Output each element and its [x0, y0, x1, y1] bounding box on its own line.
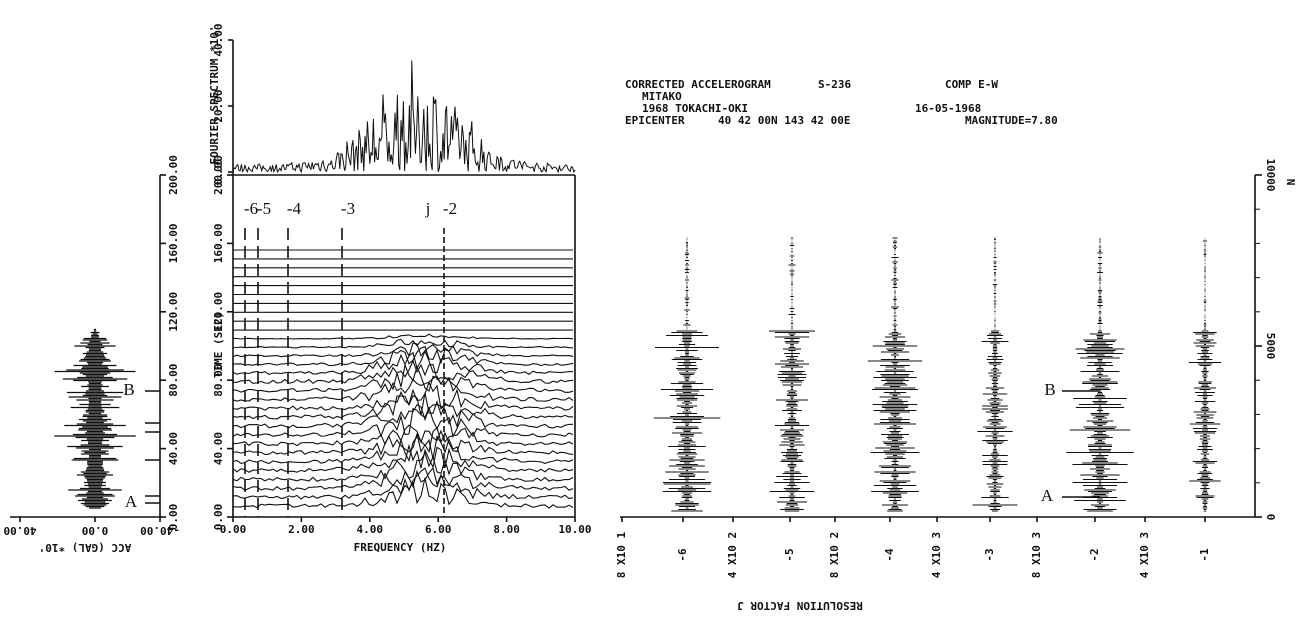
wavelet-component	[972, 237, 1018, 512]
spectrum-tick-label: 40.00	[212, 23, 225, 56]
coords: 40 42 00N 143 42 00E	[718, 114, 850, 127]
running-spectrum	[232, 362, 574, 393]
resolution-tick-label: -2	[1088, 548, 1101, 561]
acc-tick-label: 0.00	[82, 524, 109, 537]
freq-marker-label: -5	[257, 199, 271, 218]
wavelet-component	[867, 237, 923, 512]
freq-marker-label: j	[425, 199, 431, 218]
marker-lines	[145, 390, 160, 504]
n-tick-label: 5000	[1264, 333, 1277, 360]
running-spectrum	[232, 333, 574, 340]
freq-marker-label: -6	[244, 199, 258, 218]
freq-marker-label: -2	[443, 199, 457, 218]
time-tick-label: 120.00	[212, 292, 225, 332]
time-tick-label: 200.00	[212, 155, 225, 195]
resolution-tick-label: -5	[783, 548, 796, 561]
time-tick-label: 160.00	[212, 224, 225, 264]
resolution-tick-label: -4	[883, 548, 896, 562]
running-spectrum	[232, 342, 574, 358]
time-tick-label: 40.00	[212, 432, 225, 465]
accelerogram	[54, 328, 136, 509]
wavelet-component	[653, 237, 721, 512]
resolution-tick-label: -6	[676, 548, 689, 562]
time-tick-label: 40.00	[167, 432, 180, 465]
marker-lines	[1062, 390, 1100, 498]
resolution-tick-label: -1	[1198, 548, 1211, 562]
marker-label: A	[1041, 486, 1054, 505]
date: 16-05-1968	[915, 102, 981, 115]
running-spectrum	[232, 406, 574, 439]
freq-tick-label: 8.00	[493, 523, 520, 536]
time-tick-label: 120.00	[167, 292, 180, 332]
magnitude: MAGNITUDE=7.80	[965, 114, 1058, 127]
time-axis-label: TIME (SEC)	[212, 312, 225, 378]
n-tick-label: 0	[1264, 514, 1277, 521]
running-spectrum	[232, 466, 574, 491]
resolution-tick-label: -3	[983, 548, 996, 561]
running-spectrum	[232, 477, 574, 509]
running-spectrum	[232, 443, 574, 473]
running-spectrum	[232, 467, 574, 500]
wavelet-component	[1188, 237, 1222, 512]
freq-tick-label: 6.00	[425, 523, 452, 536]
time-tick-label: 80.00	[167, 364, 180, 397]
resolution-tick-label: 8 X10 3	[1030, 532, 1043, 578]
running-spectrum	[232, 338, 574, 349]
spectrum-tick-label: 20.00	[212, 89, 225, 122]
acc-axis-label: ACC (GAL) *10'	[39, 541, 132, 554]
running-spectrum	[232, 426, 574, 456]
marker-label: B	[1044, 380, 1055, 399]
running-spectrum	[232, 403, 574, 429]
wavelet-component	[769, 237, 815, 512]
running-spectrum	[232, 380, 574, 411]
acc-tick-label: 40.00	[3, 524, 36, 537]
freq-marker-label: -4	[287, 199, 302, 218]
freq-tick-label: 4.00	[357, 523, 384, 536]
resolution-tick-label: 8 X10 2	[828, 532, 841, 578]
time-tick-label: 80.00	[212, 364, 225, 397]
event: 1968 TOKACHI-OKI	[642, 102, 748, 115]
time-tick-label: 0.00	[212, 504, 225, 531]
freq-axis-label: FREQUENCY (HZ)	[354, 541, 447, 554]
resolution-axis-label: RESOLUTION FACTOR J	[737, 599, 863, 612]
station: MITAKO	[642, 90, 682, 103]
running-spectrum	[232, 345, 574, 367]
freq-tick-label: 2.00	[288, 523, 315, 536]
resolution-tick-label: 4 X10 3	[1138, 532, 1151, 578]
marker-label: B	[123, 380, 134, 399]
time-tick-label: 200.00	[167, 155, 180, 195]
time-tick-label: 160.00	[167, 224, 180, 264]
running-spectrum	[232, 349, 574, 376]
time-tick-label: 0.00	[167, 504, 180, 531]
spectrum-tick-label: 0.00	[212, 159, 225, 186]
n-axis-label: N	[1284, 179, 1297, 186]
resolution-tick-label: 8 X10 1	[615, 531, 628, 578]
header: CORRECTED ACCELEROGRAM S-236 COMP E-W MI…	[625, 78, 1058, 127]
title: CORRECTED ACCELEROGRAM	[625, 78, 771, 91]
resolution-tick-label: 4 X10 2	[726, 532, 739, 578]
freq-marker-label: -3	[341, 199, 355, 218]
running-spectrum	[232, 451, 574, 482]
freq-tick-label: 0.00	[220, 523, 247, 536]
freq-tick-label: 10.00	[558, 523, 591, 536]
wavelet-component	[1066, 237, 1134, 512]
running-spectrum	[232, 435, 574, 465]
component: COMP E-W	[945, 78, 998, 91]
running-spectrum	[232, 375, 574, 402]
spectrum-axis-label: FOURIER SPECTRUM *10'	[208, 25, 221, 164]
acc-tick-label: -40.00	[140, 524, 180, 537]
n-tick-label: 10000	[1264, 158, 1277, 191]
fourier-spectrum	[232, 60, 576, 174]
resolution-tick-label: 4 X10 3	[930, 532, 943, 578]
marker-label: A	[125, 492, 138, 511]
record-id: S-236	[818, 78, 851, 91]
epicenter: EPICENTER	[625, 114, 685, 127]
running-spectrum	[232, 359, 574, 384]
running-spectrum	[232, 392, 574, 420]
